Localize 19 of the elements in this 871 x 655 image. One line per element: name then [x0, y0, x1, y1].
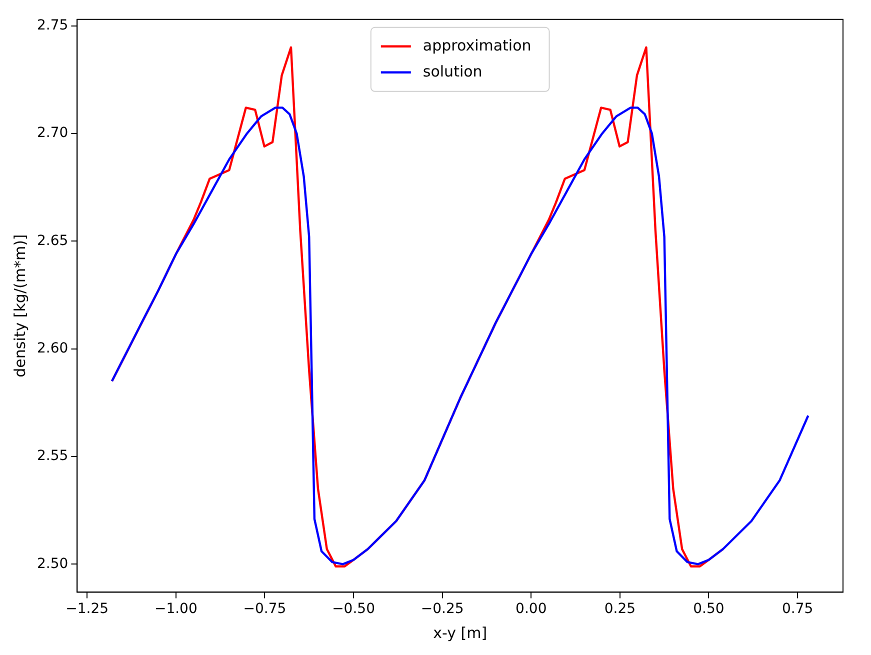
y-tick-label: 2.75 [37, 18, 68, 34]
x-tick-label: 0.00 [516, 601, 547, 618]
x-tick-label: −1.25 [66, 601, 109, 618]
legend-label: approximation [422, 36, 532, 54]
y-tick-label: 2.70 [37, 125, 68, 142]
y-tick-label: 2.60 [37, 340, 68, 357]
x-tick-label: 0.50 [693, 601, 724, 618]
x-tick-label: −1.00 [154, 601, 198, 618]
x-tick-label: −0.25 [420, 601, 464, 618]
x-axis-title: x-y [m] [433, 624, 488, 642]
x-tick-label: −0.50 [332, 601, 375, 618]
y-tick-label: 2.50 [37, 556, 68, 572]
y-axis-title: density [kg/(m*m)] [10, 234, 29, 378]
x-tick-label: −0.75 [243, 601, 286, 618]
x-tick-label: 0.25 [604, 601, 636, 618]
y-tick-label: 2.55 [37, 448, 68, 464]
legend-label: solution [422, 62, 482, 80]
y-tick-label: 2.65 [37, 232, 68, 249]
x-tick-label: 0.75 [782, 601, 814, 618]
